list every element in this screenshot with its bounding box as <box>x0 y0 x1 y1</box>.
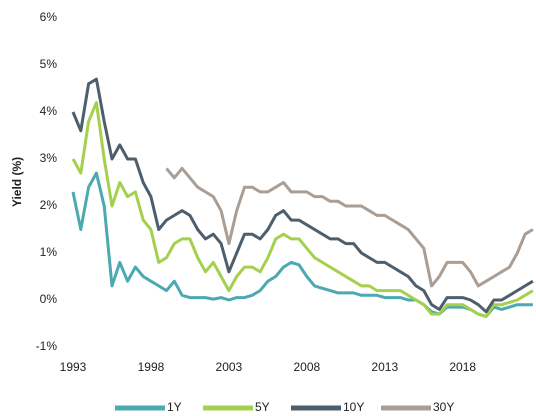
y-tick-label: 4% <box>40 104 58 118</box>
legend-label: 30Y <box>433 400 454 414</box>
x-tick-label: 2013 <box>371 360 398 374</box>
legend-label: 5Y <box>255 400 270 414</box>
x-tick-label: 2018 <box>449 360 476 374</box>
y-tick-label: 1% <box>40 245 58 259</box>
y-axis-label: Yield (%) <box>10 157 24 207</box>
x-tick-label: 2003 <box>216 360 243 374</box>
legend-label: 10Y <box>343 400 364 414</box>
y-tick-label: 2% <box>40 198 58 212</box>
y-tick-label: -1% <box>36 339 58 353</box>
y-tick-label: 6% <box>40 10 58 24</box>
x-tick-label: 1998 <box>138 360 165 374</box>
x-tick-label: 2008 <box>293 360 320 374</box>
y-tick-label: 3% <box>40 151 58 165</box>
y-tick-label: 0% <box>40 292 58 306</box>
x-tick-label: 1993 <box>60 360 87 374</box>
y-tick-label: 5% <box>40 57 58 71</box>
series-line <box>71 171 533 318</box>
series-line <box>165 166 534 288</box>
series-line <box>71 77 534 314</box>
series-line <box>71 101 534 318</box>
legend-label: 1Y <box>167 400 182 414</box>
